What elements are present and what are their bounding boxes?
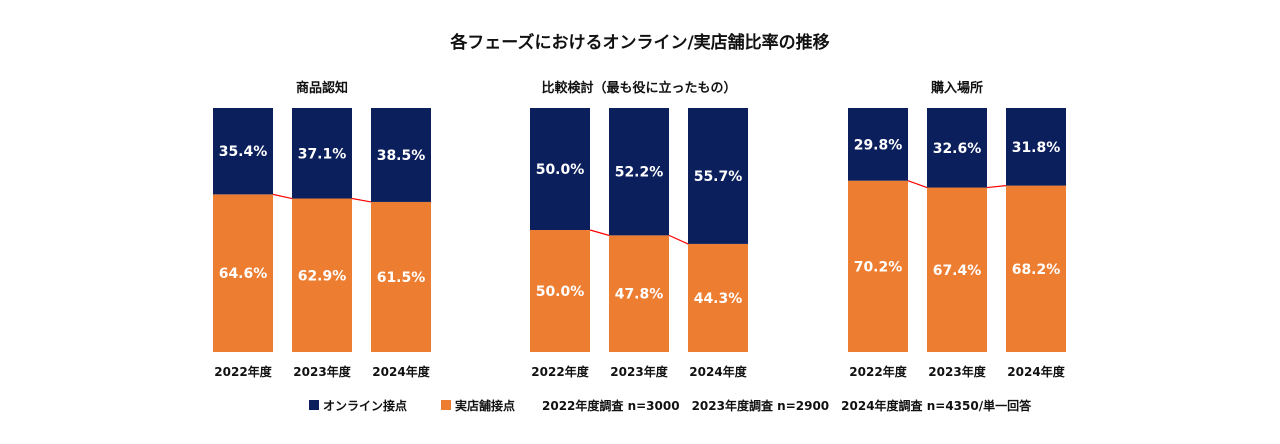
x-tick-label: 2022年度 (214, 364, 272, 379)
bar-store (371, 201, 431, 352)
connector-line (589, 229, 610, 236)
bar-online (213, 108, 273, 195)
legend: オンライン接点 実店舗接点 2022年度調査 n=3000 2023年度調査 n… (309, 398, 1032, 413)
bar-store (530, 230, 590, 352)
bar-online (688, 108, 748, 244)
legend-swatch-online (309, 400, 319, 410)
data-label-online: 31.8% (1012, 140, 1061, 156)
data-label-online: 29.8% (854, 137, 903, 153)
connector-line (986, 184, 1007, 189)
x-tick-label: 2022年度 (849, 364, 907, 379)
bar-online (530, 108, 590, 230)
connector-line (351, 197, 372, 203)
data-label-store: 61.5% (377, 270, 426, 286)
bar-online (1006, 108, 1066, 186)
bar-online (371, 108, 431, 202)
legend-swatch-store (441, 400, 451, 410)
bar-store (927, 187, 987, 352)
data-label-store: 70.2% (854, 259, 903, 275)
x-tick-label: 2024年度 (372, 364, 430, 379)
x-tick-label: 2023年度 (610, 364, 668, 379)
data-label-store: 44.3% (694, 291, 743, 307)
panel-title: 購入場所 (930, 80, 983, 96)
data-label-online: 37.1% (298, 146, 347, 162)
x-tick-label: 2023年度 (928, 364, 986, 379)
data-label-store: 68.2% (1012, 262, 1061, 278)
connector-line (668, 234, 689, 245)
bar-online (292, 108, 352, 199)
bar-store (213, 194, 273, 352)
bar-store (688, 243, 748, 352)
panel-2: 比較検討（最も役に立ったもの） 50.0% 50.0% 2022年度 47.8% 52.2… (530, 80, 748, 379)
chart-title: 各フェーズにおけるオンライン/実店舗比率の推移 (449, 32, 829, 53)
data-label-online: 50.0% (536, 162, 585, 178)
data-label-online: 32.6% (933, 141, 982, 157)
x-tick-label: 2022年度 (531, 364, 589, 379)
data-label-store: 62.9% (298, 268, 347, 284)
legend-note: 2022年度調査 n=3000 2023年度調査 n=2900 2024年度調査… (542, 398, 1032, 413)
bar-online (848, 108, 908, 181)
data-label-online: 55.7% (694, 169, 743, 185)
legend-label-online: オンライン接点 (323, 398, 407, 413)
data-label-online: 52.2% (615, 165, 664, 181)
data-label-store: 64.6% (219, 266, 268, 282)
bar-store (848, 180, 908, 352)
data-label-online: 35.4% (219, 144, 268, 160)
connector-line (907, 180, 928, 189)
chart-panels: 商品認知 64.6% 35.4% 2022年度 62.9% 37.1% 2023年度 61.5… (213, 80, 1066, 379)
data-label-store: 47.8% (615, 287, 664, 303)
bar-store (1006, 185, 1066, 352)
x-tick-label: 2024年度 (689, 364, 747, 379)
data-label-store: 67.4% (933, 263, 982, 279)
bar-online (609, 108, 669, 236)
x-tick-label: 2024年度 (1007, 364, 1065, 379)
panel-1: 商品認知 64.6% 35.4% 2022年度 62.9% 37.1% 2023年度 61.5… (213, 80, 431, 379)
x-tick-label: 2023年度 (293, 364, 351, 379)
data-label-store: 50.0% (536, 284, 585, 300)
connector-line (272, 193, 293, 200)
bar-store (609, 235, 669, 352)
panel-3: 購入場所 70.2% 29.8% 2022年度 67.4% 32.6% 2023年度 68.2… (848, 80, 1066, 379)
data-label-online: 38.5% (377, 148, 426, 164)
bar-online (927, 108, 987, 188)
bar-store (292, 198, 352, 352)
panel-title: 比較検討（最も役に立ったもの） (541, 80, 736, 96)
panel-title: 商品認知 (296, 80, 348, 96)
legend-label-store: 実店舗接点 (455, 398, 515, 413)
